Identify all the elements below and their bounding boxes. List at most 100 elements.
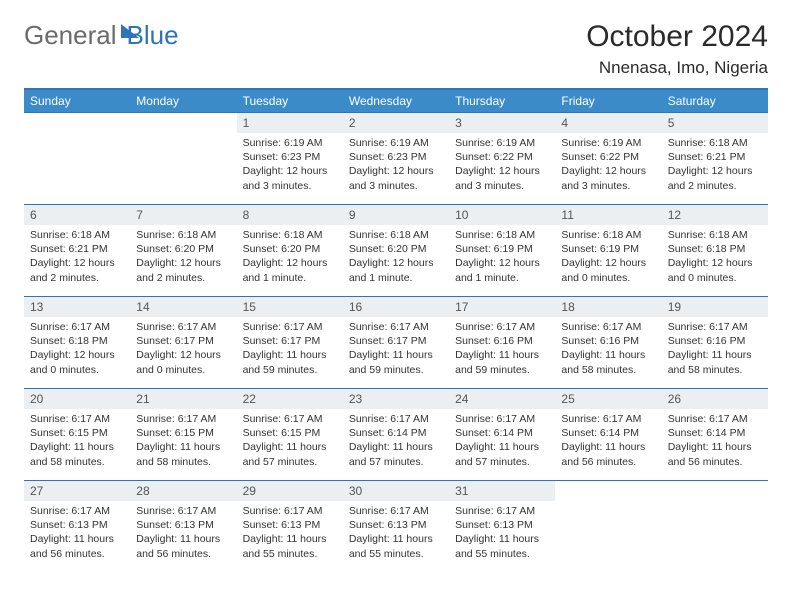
day-body: Sunrise: 6:18 AMSunset: 6:19 PMDaylight:…: [449, 225, 555, 289]
weekday-header: Thursday: [449, 89, 555, 113]
calendar-cell: 27Sunrise: 6:17 AMSunset: 6:13 PMDayligh…: [24, 481, 130, 573]
daylight-text-2: and 2 minutes.: [30, 271, 124, 285]
daylight-text-2: and 0 minutes.: [136, 363, 230, 377]
sunrise-text: Sunrise: 6:17 AM: [30, 320, 124, 334]
day-body: Sunrise: 6:17 AMSunset: 6:16 PMDaylight:…: [555, 317, 661, 381]
daylight-text-1: Daylight: 11 hours: [243, 440, 337, 454]
calendar-cell: 13Sunrise: 6:17 AMSunset: 6:18 PMDayligh…: [24, 297, 130, 389]
calendar-cell: 15Sunrise: 6:17 AMSunset: 6:17 PMDayligh…: [237, 297, 343, 389]
day-number: 23: [343, 389, 449, 409]
sunset-text: Sunset: 6:16 PM: [668, 334, 762, 348]
daylight-text-1: Daylight: 11 hours: [668, 440, 762, 454]
day-body: Sunrise: 6:18 AMSunset: 6:20 PMDaylight:…: [130, 225, 236, 289]
calendar-week-row: 1Sunrise: 6:19 AMSunset: 6:23 PMDaylight…: [24, 113, 768, 205]
day-body: Sunrise: 6:18 AMSunset: 6:20 PMDaylight:…: [343, 225, 449, 289]
calendar-cell: 6Sunrise: 6:18 AMSunset: 6:21 PMDaylight…: [24, 205, 130, 297]
day-number: 9: [343, 205, 449, 225]
sunset-text: Sunset: 6:20 PM: [243, 242, 337, 256]
daylight-text-2: and 55 minutes.: [349, 547, 443, 561]
day-number: 21: [130, 389, 236, 409]
day-number: 20: [24, 389, 130, 409]
sunrise-text: Sunrise: 6:18 AM: [30, 228, 124, 242]
sunset-text: Sunset: 6:18 PM: [668, 242, 762, 256]
daylight-text-2: and 59 minutes.: [243, 363, 337, 377]
sunset-text: Sunset: 6:13 PM: [455, 518, 549, 532]
day-body: Sunrise: 6:18 AMSunset: 6:21 PMDaylight:…: [662, 133, 768, 197]
sunrise-text: Sunrise: 6:17 AM: [561, 320, 655, 334]
calendar-cell: 20Sunrise: 6:17 AMSunset: 6:15 PMDayligh…: [24, 389, 130, 481]
sunset-text: Sunset: 6:15 PM: [30, 426, 124, 440]
daylight-text-2: and 3 minutes.: [455, 179, 549, 193]
day-body: Sunrise: 6:17 AMSunset: 6:16 PMDaylight:…: [449, 317, 555, 381]
day-body: Sunrise: 6:17 AMSunset: 6:13 PMDaylight:…: [343, 501, 449, 565]
day-body: Sunrise: 6:17 AMSunset: 6:18 PMDaylight:…: [24, 317, 130, 381]
calendar-cell: 11Sunrise: 6:18 AMSunset: 6:19 PMDayligh…: [555, 205, 661, 297]
day-body: Sunrise: 6:18 AMSunset: 6:19 PMDaylight:…: [555, 225, 661, 289]
calendar-cell: 14Sunrise: 6:17 AMSunset: 6:17 PMDayligh…: [130, 297, 236, 389]
calendar-cell: 7Sunrise: 6:18 AMSunset: 6:20 PMDaylight…: [130, 205, 236, 297]
day-body: Sunrise: 6:17 AMSunset: 6:13 PMDaylight:…: [130, 501, 236, 565]
daylight-text-2: and 58 minutes.: [30, 455, 124, 469]
daylight-text-1: Daylight: 11 hours: [668, 348, 762, 362]
day-body: Sunrise: 6:17 AMSunset: 6:15 PMDaylight:…: [237, 409, 343, 473]
calendar-cell: 16Sunrise: 6:17 AMSunset: 6:17 PMDayligh…: [343, 297, 449, 389]
sunrise-text: Sunrise: 6:17 AM: [349, 412, 443, 426]
daylight-text-2: and 1 minute.: [455, 271, 549, 285]
sunrise-text: Sunrise: 6:17 AM: [561, 412, 655, 426]
logo-text-blue: Blue: [127, 20, 179, 51]
calendar-cell: 18Sunrise: 6:17 AMSunset: 6:16 PMDayligh…: [555, 297, 661, 389]
sunrise-text: Sunrise: 6:18 AM: [136, 228, 230, 242]
sunset-text: Sunset: 6:13 PM: [136, 518, 230, 532]
calendar-cell: 24Sunrise: 6:17 AMSunset: 6:14 PMDayligh…: [449, 389, 555, 481]
sunset-text: Sunset: 6:23 PM: [349, 150, 443, 164]
sunset-text: Sunset: 6:20 PM: [349, 242, 443, 256]
sunrise-text: Sunrise: 6:19 AM: [561, 136, 655, 150]
location-label: Nnenasa, Imo, Nigeria: [586, 58, 768, 78]
sunset-text: Sunset: 6:14 PM: [561, 426, 655, 440]
weekday-header: Friday: [555, 89, 661, 113]
calendar-cell: 3Sunrise: 6:19 AMSunset: 6:22 PMDaylight…: [449, 113, 555, 205]
day-body: Sunrise: 6:17 AMSunset: 6:14 PMDaylight:…: [343, 409, 449, 473]
logo: General Blue: [24, 20, 179, 51]
day-body: Sunrise: 6:19 AMSunset: 6:23 PMDaylight:…: [237, 133, 343, 197]
weekday-header: Sunday: [24, 89, 130, 113]
daylight-text-2: and 57 minutes.: [243, 455, 337, 469]
daylight-text-1: Daylight: 11 hours: [30, 440, 124, 454]
sunrise-text: Sunrise: 6:18 AM: [349, 228, 443, 242]
sunset-text: Sunset: 6:17 PM: [136, 334, 230, 348]
calendar-cell: [555, 481, 661, 573]
daylight-text-2: and 1 minute.: [243, 271, 337, 285]
day-number: 31: [449, 481, 555, 501]
sunset-text: Sunset: 6:13 PM: [243, 518, 337, 532]
sunrise-text: Sunrise: 6:17 AM: [136, 320, 230, 334]
day-number: 13: [24, 297, 130, 317]
weekday-header-row: SundayMondayTuesdayWednesdayThursdayFrid…: [24, 89, 768, 113]
day-number: 15: [237, 297, 343, 317]
daylight-text-1: Daylight: 11 hours: [30, 532, 124, 546]
day-number: 27: [24, 481, 130, 501]
sunset-text: Sunset: 6:19 PM: [455, 242, 549, 256]
day-body: Sunrise: 6:17 AMSunset: 6:13 PMDaylight:…: [237, 501, 343, 565]
calendar-week-row: 13Sunrise: 6:17 AMSunset: 6:18 PMDayligh…: [24, 297, 768, 389]
daylight-text-1: Daylight: 12 hours: [561, 164, 655, 178]
weekday-header: Wednesday: [343, 89, 449, 113]
daylight-text-1: Daylight: 11 hours: [243, 532, 337, 546]
daylight-text-2: and 0 minutes.: [668, 271, 762, 285]
sunset-text: Sunset: 6:13 PM: [30, 518, 124, 532]
daylight-text-1: Daylight: 12 hours: [668, 164, 762, 178]
calendar-cell: 21Sunrise: 6:17 AMSunset: 6:15 PMDayligh…: [130, 389, 236, 481]
sunrise-text: Sunrise: 6:17 AM: [349, 504, 443, 518]
sunset-text: Sunset: 6:23 PM: [243, 150, 337, 164]
day-body: Sunrise: 6:17 AMSunset: 6:14 PMDaylight:…: [555, 409, 661, 473]
sunset-text: Sunset: 6:17 PM: [243, 334, 337, 348]
sunset-text: Sunset: 6:15 PM: [243, 426, 337, 440]
calendar-table: SundayMondayTuesdayWednesdayThursdayFrid…: [24, 88, 768, 573]
sunset-text: Sunset: 6:13 PM: [349, 518, 443, 532]
daylight-text-2: and 0 minutes.: [561, 271, 655, 285]
daylight-text-1: Daylight: 12 hours: [349, 256, 443, 270]
day-body: Sunrise: 6:17 AMSunset: 6:15 PMDaylight:…: [24, 409, 130, 473]
sunset-text: Sunset: 6:19 PM: [561, 242, 655, 256]
calendar-cell: 28Sunrise: 6:17 AMSunset: 6:13 PMDayligh…: [130, 481, 236, 573]
day-number: 4: [555, 113, 661, 133]
daylight-text-2: and 59 minutes.: [349, 363, 443, 377]
